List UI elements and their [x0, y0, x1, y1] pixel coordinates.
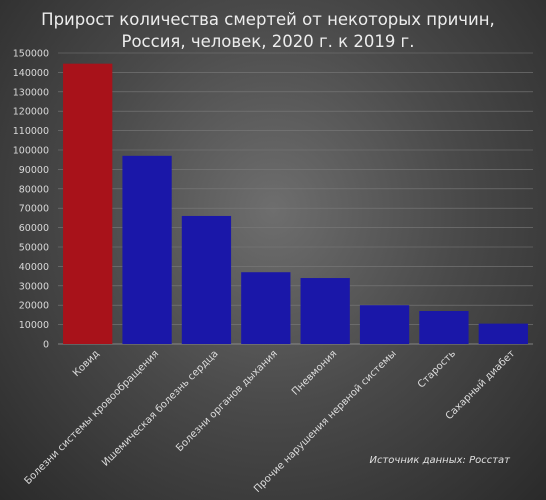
y-tick-label: 140000: [13, 68, 49, 79]
x-tick-label: Болезни системы кровообращения: [23, 348, 162, 487]
y-tick-label: 90000: [19, 165, 49, 176]
y-tick-label: 0: [43, 340, 49, 351]
bar-6: [419, 311, 469, 344]
bar-1: [122, 155, 172, 344]
source-note: Источник данных: Росстат: [370, 455, 512, 466]
y-tick-label: 150000: [13, 49, 49, 60]
y-tick-label: 60000: [19, 223, 49, 234]
y-tick-label: 110000: [13, 126, 49, 137]
chart-title-line-1: Прирост количества смертей от некоторых …: [41, 10, 495, 29]
x-tick-label: Болезни органов дыхания: [174, 348, 280, 454]
bars: [63, 63, 528, 345]
y-tick-label: 40000: [19, 262, 49, 273]
bar-4: [300, 278, 350, 344]
y-tick-label: 70000: [19, 204, 49, 215]
bar-0: [63, 63, 113, 345]
x-tick-label: Ишемическая болезнь сердца: [100, 348, 220, 468]
x-tick-label: Прочие нарушения нервной системы: [252, 348, 399, 495]
y-tick-label: 100000: [13, 146, 49, 157]
x-tick-label: Пневмония: [290, 348, 339, 397]
bar-2: [181, 215, 232, 344]
chart-title-line-2: Россия, человек, 2020 г. к 2019 г.: [122, 32, 415, 51]
y-tick-label: 30000: [19, 281, 49, 292]
y-tick-label: 20000: [19, 301, 49, 312]
y-tick-label: 130000: [13, 87, 49, 98]
x-tick-label: Ковид: [71, 348, 102, 379]
bar-7: [478, 323, 528, 344]
bar-5: [359, 305, 410, 344]
y-tick-label: 120000: [13, 107, 49, 118]
bar-3: [241, 272, 291, 344]
y-tick-label: 10000: [19, 320, 49, 331]
y-axis: 0 10000 20000 30000 40000 50000 60000 70000 8000…: [13, 49, 49, 351]
y-tick-label: 50000: [19, 243, 49, 254]
x-tick-label: Старость: [416, 348, 458, 390]
y-tick-label: 80000: [19, 184, 49, 195]
